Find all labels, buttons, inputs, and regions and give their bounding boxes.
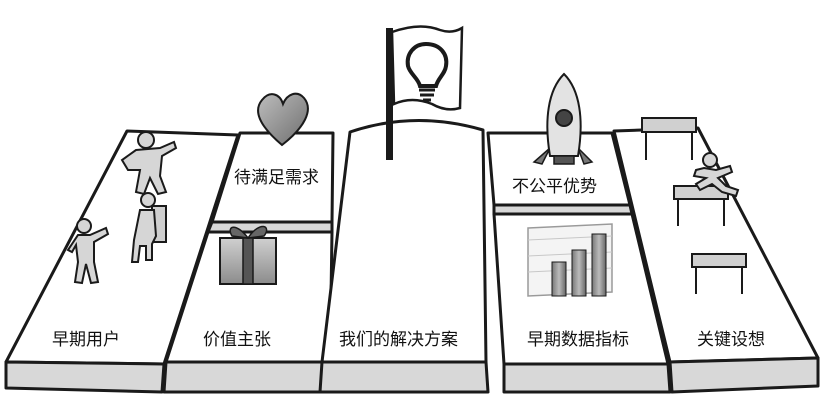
bar-chart-icon bbox=[527, 223, 613, 297]
needs-label: 待满足需求 bbox=[234, 168, 319, 188]
early-users-label: 早期用户 bbox=[52, 330, 120, 350]
early-data-label: 早期数据指标 bbox=[527, 330, 629, 350]
person-pointing-icon bbox=[120, 131, 178, 196]
flag-icon bbox=[386, 25, 464, 160]
gift-box-icon bbox=[219, 225, 277, 285]
value-prop-label: 价值主张 bbox=[203, 330, 271, 350]
hurdle-bottom-icon bbox=[691, 253, 747, 294]
runner-icon bbox=[692, 152, 740, 198]
solution-block bbox=[318, 119, 490, 394]
person-seated-icon bbox=[130, 192, 167, 263]
heart-icon bbox=[257, 92, 309, 147]
advantage-label: 不公平优势 bbox=[512, 177, 597, 197]
hurdle-top-icon bbox=[641, 117, 697, 160]
solution-label: 我们的解决方案 bbox=[339, 330, 458, 350]
person-standing-icon bbox=[66, 218, 110, 285]
lightbulb-icon bbox=[405, 41, 449, 102]
rocket-icon bbox=[532, 72, 594, 165]
assumptions-label: 关键设想 bbox=[697, 330, 765, 350]
